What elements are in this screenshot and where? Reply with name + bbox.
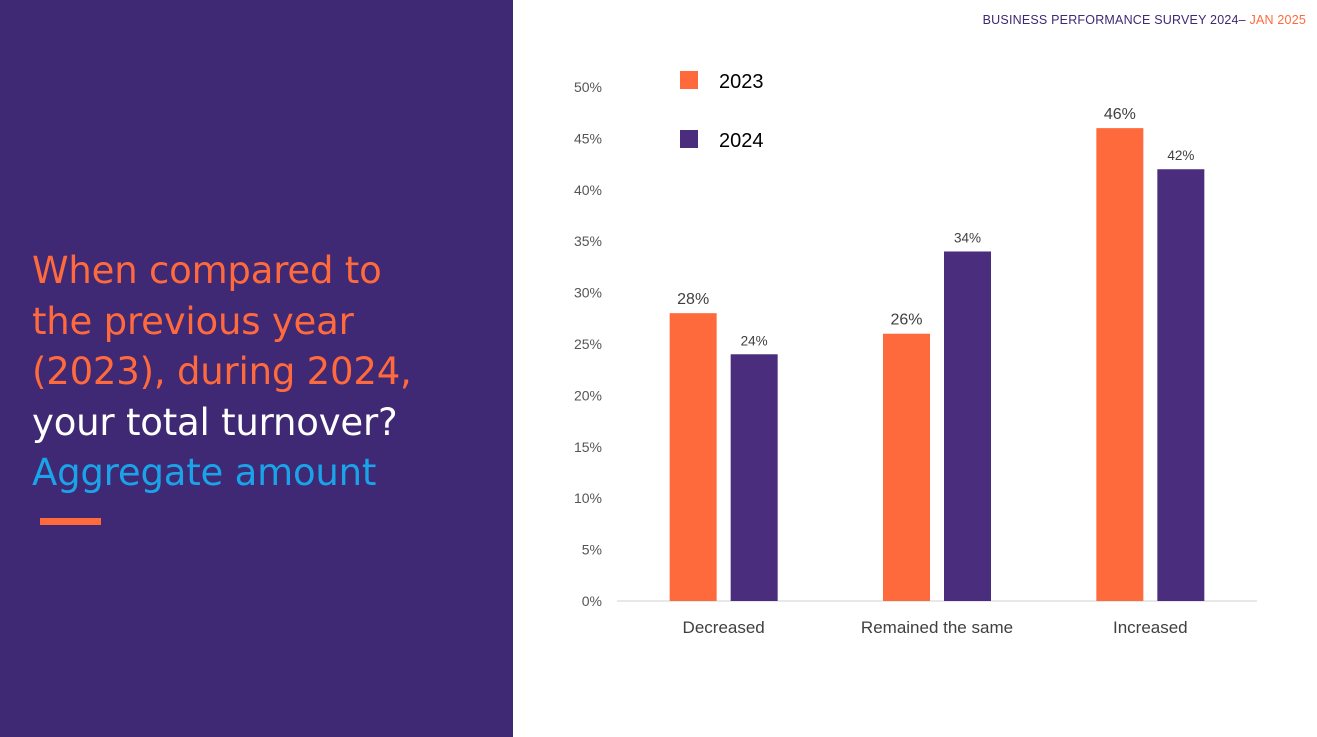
question-line-3: (2023), during 2024, <box>32 350 412 393</box>
y-tick-label: 40% <box>574 182 602 198</box>
bar-2023 <box>669 313 717 601</box>
question-subtitle: Aggregate amount <box>32 451 377 494</box>
accent-bar <box>40 518 101 525</box>
legend-label-2023: 2023 <box>719 71 764 93</box>
y-tick-label: 20% <box>574 387 602 403</box>
bar-2023 <box>883 333 930 601</box>
left-panel: When compared to the previous year (2023… <box>0 0 513 737</box>
y-tick-label: 50% <box>574 79 602 95</box>
bar-2024 <box>1157 169 1205 602</box>
bar-2024 <box>944 251 991 602</box>
data-label-2024: 24% <box>741 333 768 348</box>
x-category-label: Decreased <box>683 618 765 637</box>
data-label-2023: 46% <box>1104 106 1136 123</box>
survey-date: JAN 2025 <box>1245 13 1306 27</box>
x-category-label: Increased <box>1113 618 1188 637</box>
question-text: When compared to the previous year (2023… <box>32 246 502 499</box>
question-line-4: your total turnover? <box>32 400 398 444</box>
y-tick-label: 10% <box>574 490 602 506</box>
data-label-2024: 42% <box>1167 148 1194 163</box>
question-line-2: the previous year <box>32 299 354 343</box>
y-tick-label: 5% <box>582 542 602 558</box>
y-tick-label: 35% <box>574 233 602 249</box>
y-tick-label: 0% <box>582 593 602 609</box>
legend-swatch-2023 <box>680 71 698 89</box>
legend-swatch-2024 <box>680 130 698 148</box>
data-label-2024: 34% <box>954 230 981 245</box>
bar-2023 <box>1096 128 1144 601</box>
y-tick-label: 25% <box>574 336 602 352</box>
data-label-2023: 28% <box>677 291 709 308</box>
survey-header: BUSINESS PERFORMANCE SURVEY 2024– JAN 20… <box>983 13 1306 27</box>
question-line-1: When compared to <box>32 249 382 292</box>
y-tick-label: 30% <box>574 285 602 301</box>
bar-2024 <box>730 354 778 601</box>
y-tick-label: 45% <box>574 130 602 146</box>
y-tick-label: 15% <box>574 439 602 455</box>
legend-label-2024: 2024 <box>719 130 764 152</box>
survey-title: BUSINESS PERFORMANCE SURVEY 2024– <box>982 13 1246 27</box>
x-category-label: Remained the same <box>861 618 1013 637</box>
data-label-2023: 26% <box>890 312 922 329</box>
bar-chart: 0% 5% 10% 15% 20% 25% 30% 35% 40% 45% 50% 28% 24% Dec… <box>574 71 1257 637</box>
